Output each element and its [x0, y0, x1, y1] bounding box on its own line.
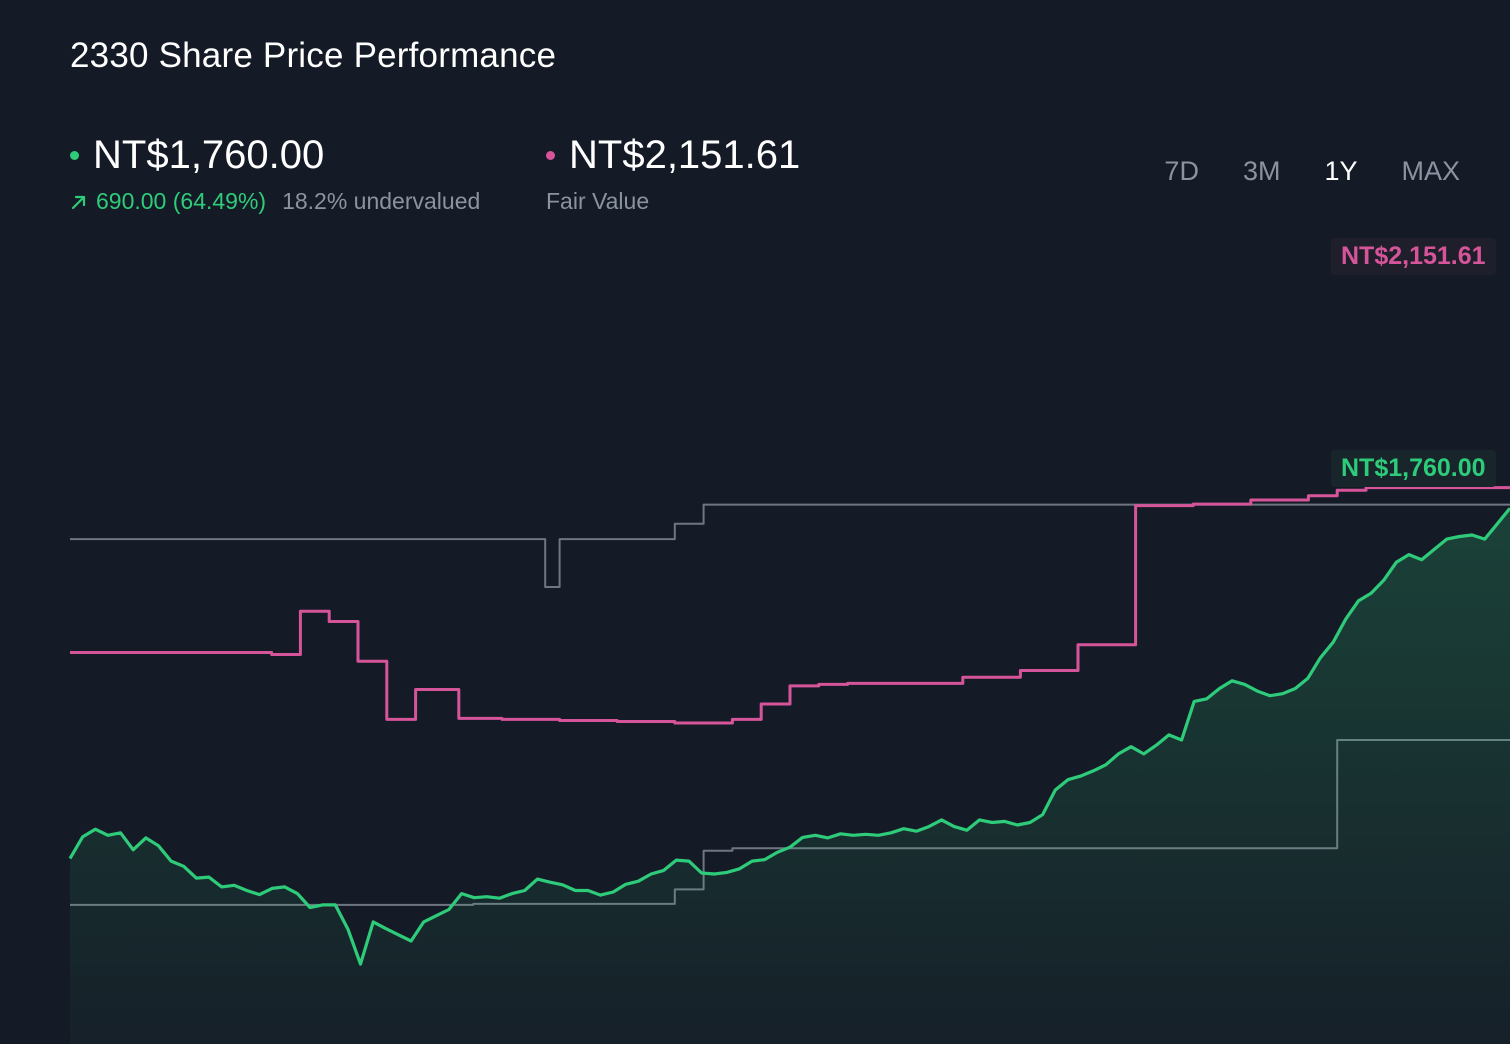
share-price-tag: NT$1,760.00	[1331, 450, 1496, 487]
fair-value-label: Fair Value	[546, 188, 650, 214]
page-title: 2330 Share Price Performance	[70, 36, 557, 75]
fair-value-block: NT$2,151.61 Fair Value	[546, 130, 800, 215]
price-change-value: 690.00 (64.49%)	[96, 188, 267, 214]
share-price-line	[68, 507, 1510, 966]
tab-max[interactable]: MAX	[1401, 156, 1460, 186]
price-change-row: 690.00 (64.49%) 18.2% undervalued	[70, 188, 480, 215]
tab-3m[interactable]: 3M	[1242, 156, 1281, 186]
tab-7d[interactable]: 7D	[1164, 156, 1199, 186]
price-change: 690.00 (64.49%)	[70, 188, 266, 215]
fair-value-dot-icon	[546, 150, 555, 160]
upper-reference-line	[70, 503, 1510, 588]
fair-value-line	[70, 486, 1510, 725]
share-price-area	[70, 508, 1510, 1044]
valuation-status: 18.2% undervalued	[282, 188, 481, 214]
tab-1y[interactable]: 1Y	[1324, 156, 1358, 186]
share-price-dot-icon	[70, 150, 79, 160]
fair-value-row: NT$2,151.61	[546, 130, 800, 180]
fair-value-tag: NT$2,151.61	[1331, 238, 1496, 275]
arrow-up-right-icon	[71, 195, 86, 209]
share-price-row: NT$1,760.00	[70, 130, 480, 180]
share-price-value: NT$1,760.00	[93, 133, 325, 177]
time-range-tabs: 7D 3M 1Y MAX	[1142, 152, 1482, 191]
fair-value-amount: NT$2,151.61	[569, 133, 801, 177]
share-price-block: NT$1,760.00 690.00 (64.49%) 18.2% underv…	[70, 130, 480, 215]
